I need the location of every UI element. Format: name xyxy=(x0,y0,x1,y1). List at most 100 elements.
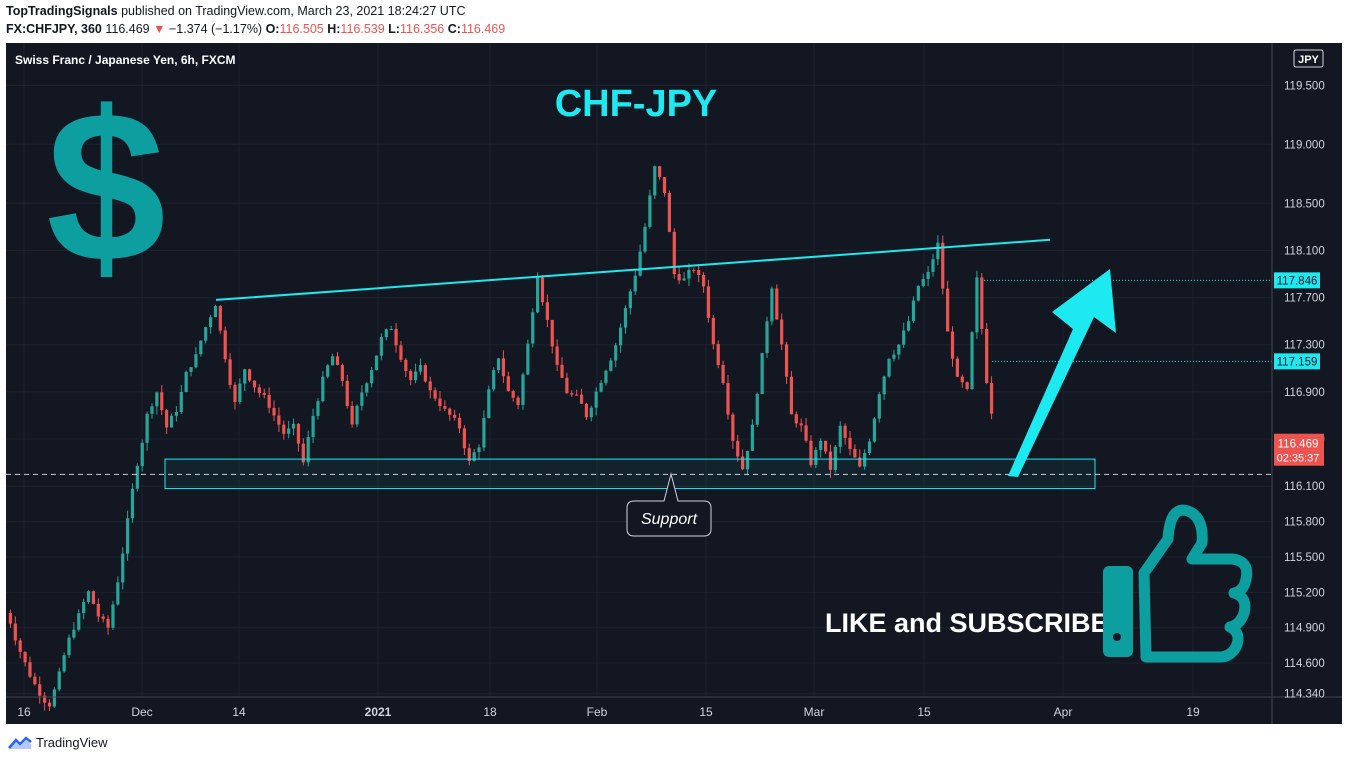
candle xyxy=(526,339,530,376)
candle xyxy=(555,339,559,372)
countdown: 02:35:37 xyxy=(1277,453,1320,465)
last-price: 116.469 xyxy=(105,22,150,36)
y-tick-label: 118.500 xyxy=(1284,198,1325,210)
candle xyxy=(887,358,891,378)
candle xyxy=(345,374,349,409)
x-tick-label: 19 xyxy=(1186,705,1200,719)
candle xyxy=(433,387,437,402)
support-callout: Support xyxy=(626,472,712,537)
candle xyxy=(365,381,369,397)
chart-heading: CHF-JPY xyxy=(555,83,718,125)
candle xyxy=(936,235,940,266)
candle xyxy=(321,371,325,403)
x-tick-label: Dec xyxy=(131,705,152,719)
candle xyxy=(658,165,662,181)
candle xyxy=(946,280,950,332)
resistance-trendline xyxy=(215,238,1051,301)
candle xyxy=(282,420,286,440)
candle xyxy=(316,398,320,420)
candle xyxy=(980,273,984,335)
candle xyxy=(477,444,481,460)
high-label: H: xyxy=(327,22,341,36)
price-chart[interactable]: Support Swiss Franc / Japanese Yen, 6h, F… xyxy=(6,43,1342,724)
svg-text:117.159: 117.159 xyxy=(1277,356,1318,368)
candle xyxy=(296,423,301,452)
candle xyxy=(872,417,877,443)
candle xyxy=(823,440,828,455)
candle xyxy=(38,676,42,704)
candle xyxy=(350,401,354,428)
candle xyxy=(262,388,266,399)
candle xyxy=(448,407,452,421)
candle xyxy=(482,410,486,452)
candle xyxy=(13,616,17,646)
candle xyxy=(545,294,549,328)
candle xyxy=(409,369,413,386)
candle xyxy=(306,430,310,467)
tradingview-logo[interactable]: TradingView xyxy=(8,735,108,750)
candle xyxy=(623,305,628,334)
candle xyxy=(443,400,447,412)
candle xyxy=(745,450,750,476)
candle xyxy=(921,273,925,288)
candle xyxy=(91,590,96,605)
candle xyxy=(682,272,686,282)
candle xyxy=(418,358,423,375)
candle xyxy=(741,449,745,471)
candle xyxy=(501,350,506,383)
candle xyxy=(52,687,56,708)
candle xyxy=(423,363,427,383)
close-label: C: xyxy=(447,22,461,36)
candle xyxy=(687,263,691,287)
candle xyxy=(560,357,564,379)
candle xyxy=(711,315,715,350)
candle xyxy=(950,326,955,367)
candle xyxy=(291,418,296,436)
candle xyxy=(248,368,252,383)
candle xyxy=(799,418,803,432)
candle xyxy=(970,331,974,390)
candle xyxy=(101,613,105,623)
tradingview-icon xyxy=(8,735,32,749)
candle xyxy=(399,340,403,363)
candle xyxy=(130,483,135,523)
candle xyxy=(169,413,174,428)
chart-title: Swiss Franc / Japanese Yen, 6h, FXCM xyxy=(15,53,236,67)
candle xyxy=(594,387,598,416)
candle xyxy=(8,609,13,628)
candle xyxy=(135,463,139,492)
candle xyxy=(911,296,916,324)
candle xyxy=(550,319,554,354)
low-value: 116.356 xyxy=(399,22,445,36)
candle xyxy=(150,403,154,419)
candle xyxy=(370,366,374,388)
candle xyxy=(892,349,896,362)
candle xyxy=(140,439,144,472)
candle xyxy=(257,384,261,398)
candle xyxy=(238,378,242,405)
candle xyxy=(750,419,754,451)
candle xyxy=(926,266,930,287)
candle xyxy=(716,340,720,369)
candle xyxy=(975,270,979,339)
candle xyxy=(277,407,281,432)
candle xyxy=(384,328,388,341)
candle xyxy=(775,284,779,320)
candle xyxy=(145,411,149,451)
candle xyxy=(760,352,764,395)
candle xyxy=(28,656,32,679)
candle xyxy=(243,368,247,391)
currency-badge[interactable]: JPY xyxy=(1293,49,1324,68)
candle xyxy=(233,382,237,410)
candle xyxy=(496,357,501,374)
author-name[interactable]: TopTradingSignals xyxy=(6,4,118,18)
candle xyxy=(784,341,789,384)
y-tick-label: 117.300 xyxy=(1284,340,1325,352)
candle xyxy=(184,370,188,393)
candle xyxy=(389,325,393,331)
candle xyxy=(941,235,945,295)
x-tick-label: Mar xyxy=(804,705,825,719)
candle xyxy=(618,323,623,353)
price-label: 117.846 xyxy=(1274,272,1320,289)
candle xyxy=(86,590,91,604)
